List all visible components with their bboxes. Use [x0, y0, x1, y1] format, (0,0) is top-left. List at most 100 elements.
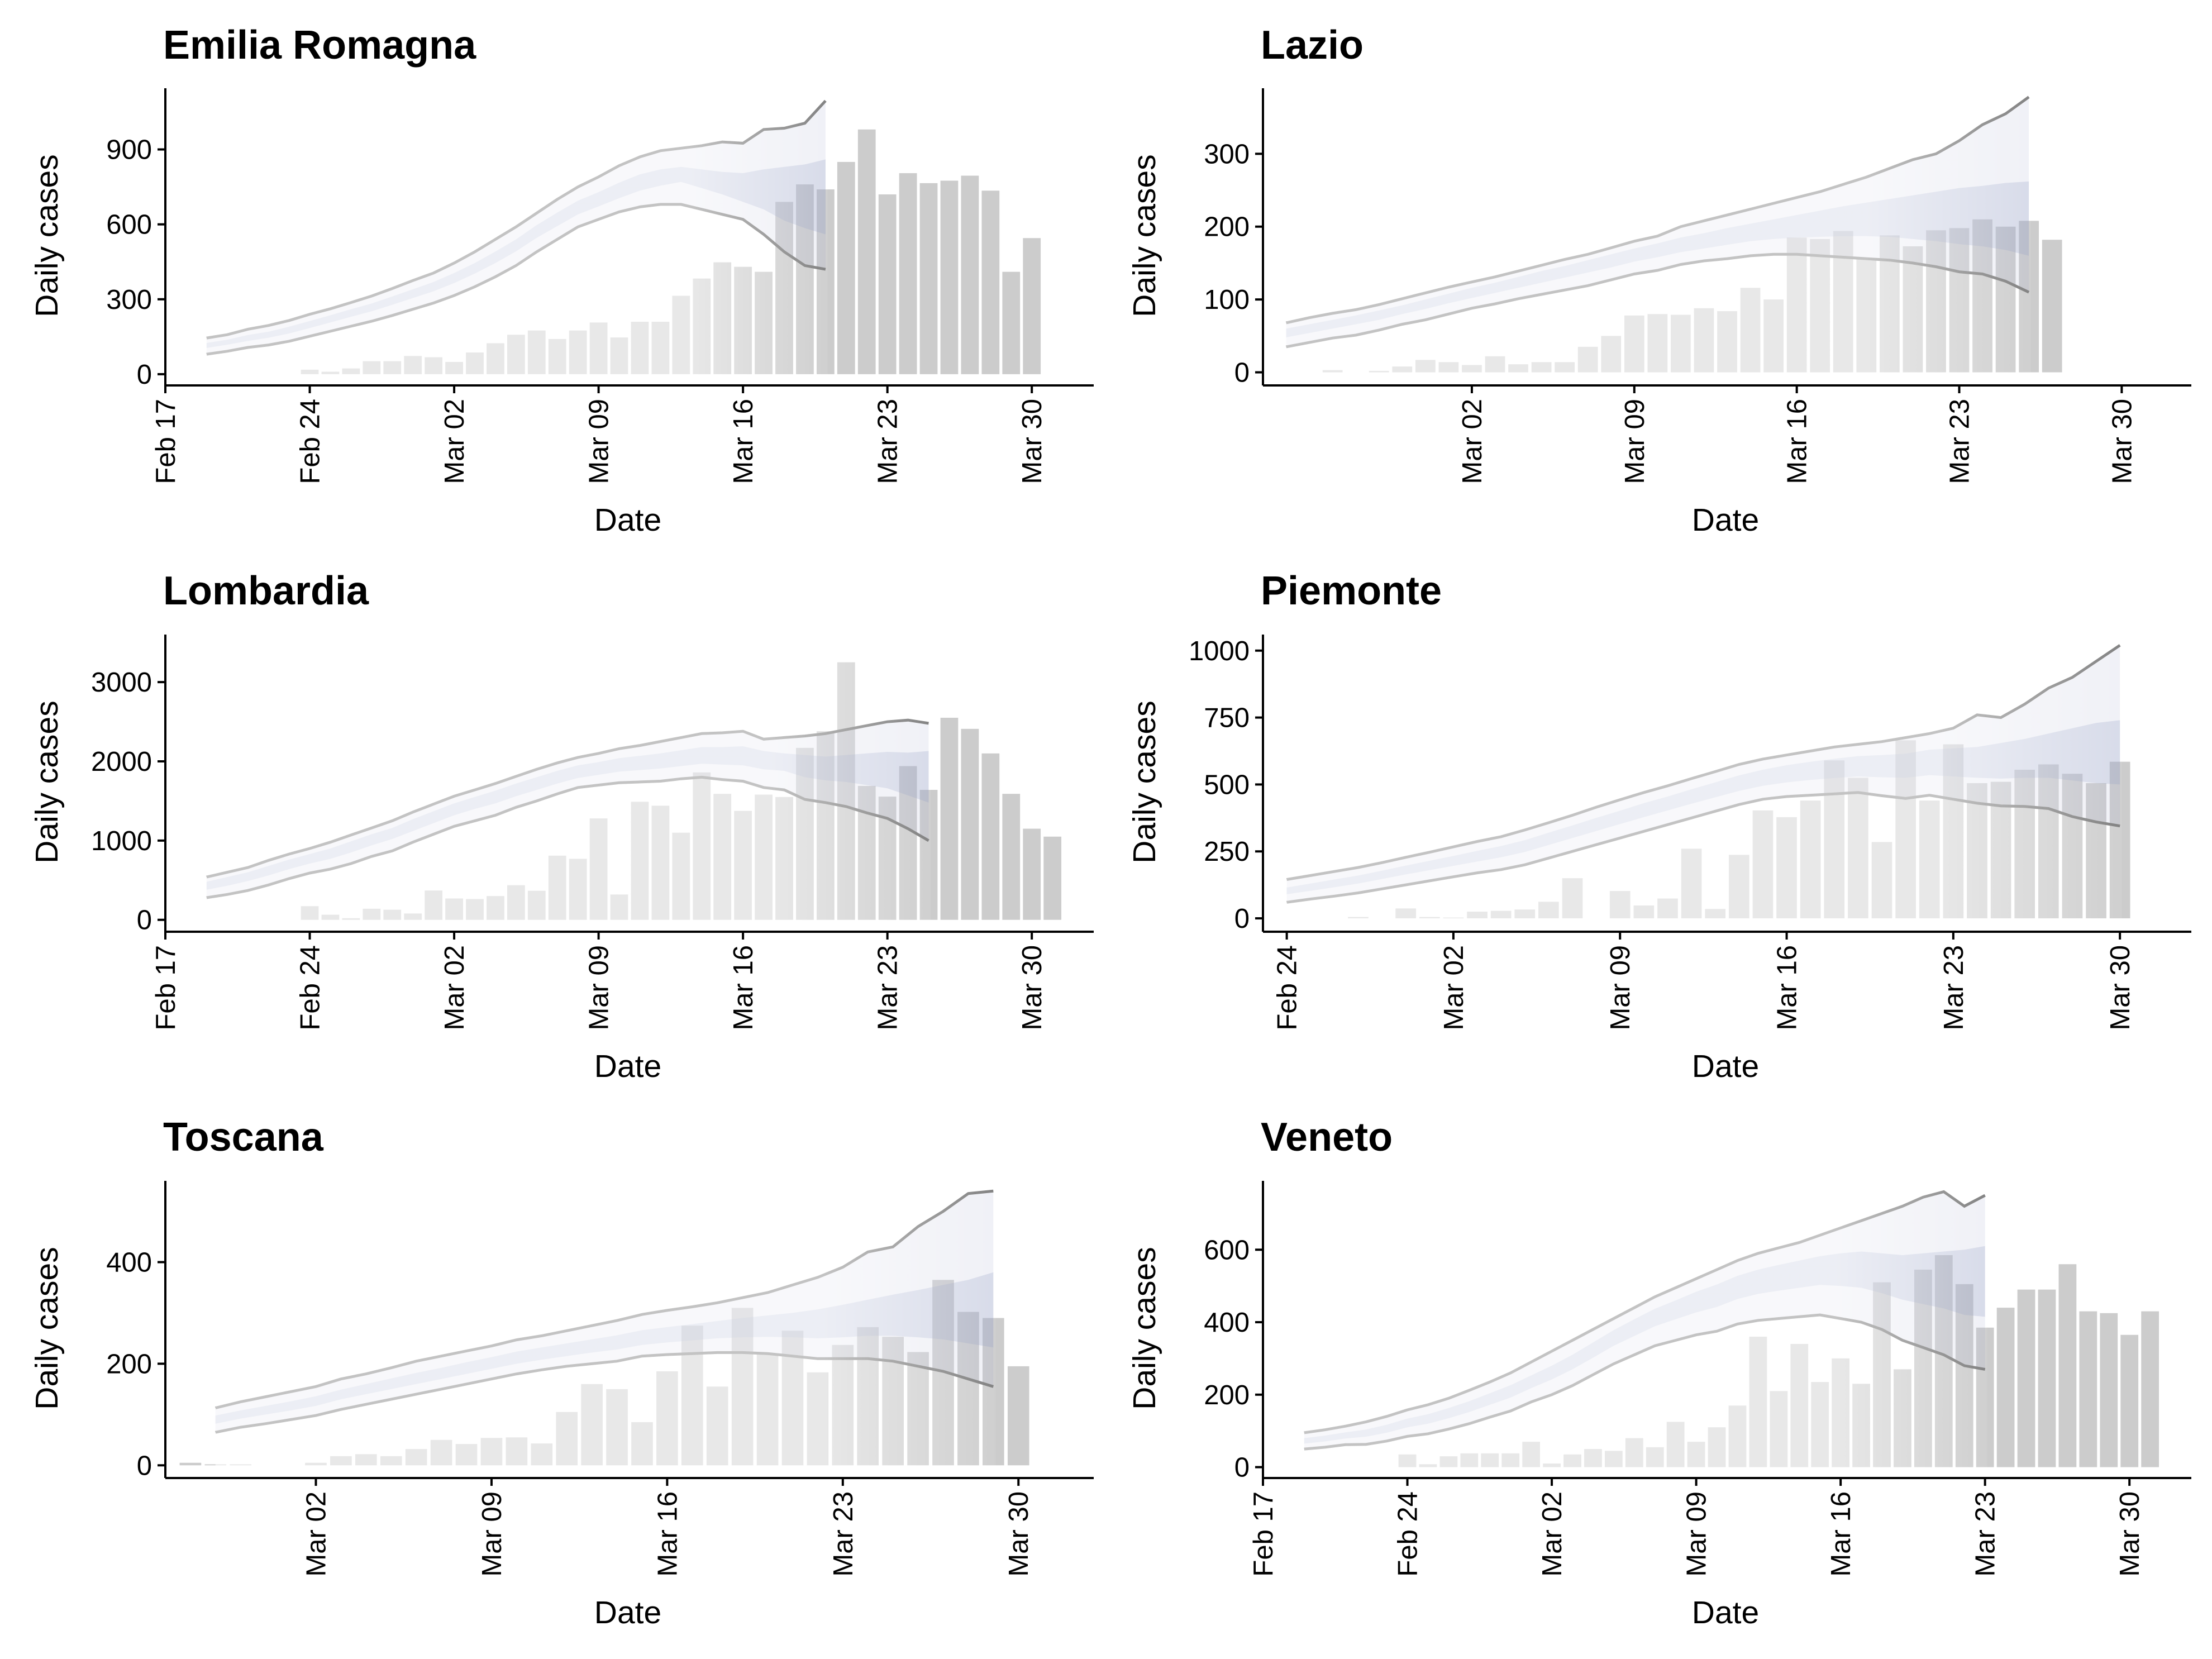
y-tick-label: 400	[106, 1248, 152, 1278]
panel-emilia-romagna: Emilia Romagna Daily cases Date 0 300 600 9…	[29, 23, 1094, 538]
x-tick-label: Mar 02	[1537, 1491, 1567, 1577]
x-axis-label: Date	[1692, 502, 1759, 538]
bar	[179, 1462, 202, 1466]
panel-piemonte: Piemonte Daily cases Date 0 250 500 750 1000…	[1127, 569, 2191, 1084]
x-tick-label: Feb 24	[1272, 945, 1303, 1031]
bar	[899, 173, 917, 374]
bar	[2141, 1311, 2159, 1467]
panel-veneto: Veneto Daily cases Date 0 200 400 600 Feb 17…	[1127, 1115, 2191, 1631]
bar	[961, 175, 979, 374]
panel-lazio: Lazio Daily cases Date 0 100 200 300 Mar 02 M…	[1127, 23, 2191, 538]
y-tick-label: 200	[1204, 212, 1250, 242]
x-axis-label: Date	[594, 1595, 661, 1631]
x-tick-label: Mar 30	[2105, 945, 2135, 1031]
bar	[857, 129, 876, 374]
bar	[2079, 1311, 2097, 1467]
bar	[2017, 1289, 2035, 1467]
x-tick-label: Mar 23	[1939, 945, 1969, 1031]
y-tick-label: 600	[1204, 1235, 1250, 1265]
x-tick-label: Mar 09	[584, 399, 614, 484]
estimate-band	[1286, 77, 2032, 385]
y-axis-label: Daily cases	[1127, 700, 1162, 863]
x-tick-label: Feb 17	[151, 399, 181, 484]
bar	[2120, 1334, 2139, 1467]
x-tick-label: Mar 02	[1439, 945, 1469, 1031]
bar	[2042, 240, 2062, 373]
panel-lombardia: Lombardia Daily cases Date 0 1000 2000 3000…	[29, 569, 1094, 1084]
panel-title: Lazio	[1261, 23, 1364, 68]
panel-toscana: Toscana Daily cases Date 0 200 400 Mar 02 Ma…	[29, 1115, 1094, 1631]
x-tick-label: Feb 24	[1393, 1491, 1423, 1577]
y-tick-label: 2000	[91, 747, 152, 777]
bar	[940, 180, 959, 374]
y-tick-label: 0	[1234, 358, 1250, 388]
y-tick-label: 250	[1204, 837, 1250, 867]
estimate-fade	[1304, 1170, 1987, 1478]
bar	[2100, 1313, 2118, 1467]
y-tick-label: 300	[106, 285, 152, 315]
x-tick-label: Mar 09	[477, 1491, 507, 1577]
panel-title: Emilia Romagna	[163, 23, 476, 68]
y-tick-label: 1000	[91, 826, 152, 856]
bar	[1023, 828, 1041, 920]
estimate-fade	[215, 1170, 996, 1478]
y-tick-label: 600	[106, 210, 152, 240]
bar	[1007, 1366, 1029, 1466]
y-tick-label: 900	[106, 135, 152, 165]
bar	[981, 190, 1000, 374]
x-tick-label: Mar 16	[1826, 1491, 1856, 1577]
bar	[1002, 794, 1021, 920]
x-tick-label: Mar 09	[584, 945, 614, 1031]
x-tick-label: Mar 30	[1004, 1491, 1034, 1577]
y-axis-label: Daily cases	[29, 700, 65, 863]
estimate-band	[215, 1170, 996, 1478]
estimate-band	[206, 623, 931, 932]
x-axis-label: Date	[594, 502, 661, 538]
y-tick-label: 0	[137, 905, 152, 936]
x-tick-label: Mar 16	[728, 945, 759, 1031]
estimate-fade	[206, 623, 931, 932]
panel-title: Veneto	[1261, 1115, 1393, 1160]
bar	[1002, 271, 1021, 374]
panel-title: Lombardia	[163, 569, 369, 613]
x-tick-label: Mar 02	[440, 945, 470, 1031]
estimate-fade	[1286, 77, 2032, 385]
y-axis-label: Daily cases	[1127, 1247, 1162, 1409]
panel-title: Piemonte	[1261, 569, 1442, 613]
x-tick-label: Mar 23	[1945, 399, 1975, 484]
y-axis-label: Daily cases	[1127, 154, 1162, 317]
y-tick-label: 0	[1234, 904, 1250, 934]
y-tick-label: 0	[137, 360, 152, 390]
y-tick-label: 300	[1204, 139, 1250, 169]
x-tick-label: Mar 30	[1017, 945, 1047, 1031]
bar	[837, 161, 855, 374]
bar	[1043, 836, 1062, 920]
y-tick-label: 200	[1204, 1380, 1250, 1410]
x-tick-label: Mar 09	[1605, 945, 1636, 1031]
y-tick-label: 0	[137, 1451, 152, 1481]
y-tick-label: 200	[106, 1349, 152, 1379]
bar	[2038, 1289, 2056, 1467]
estimate-band	[1304, 1170, 1987, 1478]
estimate-band	[206, 77, 828, 385]
bar	[878, 194, 897, 374]
x-tick-label: Mar 23	[1971, 1491, 2001, 1577]
panel-title: Toscana	[163, 1115, 324, 1160]
bar	[940, 717, 959, 920]
estimate-band	[1286, 623, 2123, 932]
x-tick-label: Feb 24	[295, 399, 326, 484]
x-tick-label: Mar 23	[873, 945, 903, 1031]
x-tick-label: Mar 16	[1772, 945, 1803, 1031]
y-tick-label: 400	[1204, 1308, 1250, 1338]
x-tick-label: Mar 30	[2107, 399, 2137, 484]
x-tick-label: Mar 16	[728, 399, 759, 484]
x-axis-label: Date	[594, 1048, 661, 1084]
x-tick-label: Mar 30	[2115, 1491, 2145, 1577]
x-axis-label: Date	[1692, 1595, 1759, 1631]
x-tick-label: Mar 23	[873, 399, 903, 484]
bar	[981, 753, 1000, 920]
bar	[2058, 1264, 2077, 1467]
y-tick-label: 750	[1204, 703, 1250, 733]
y-tick-label: 3000	[91, 668, 152, 698]
